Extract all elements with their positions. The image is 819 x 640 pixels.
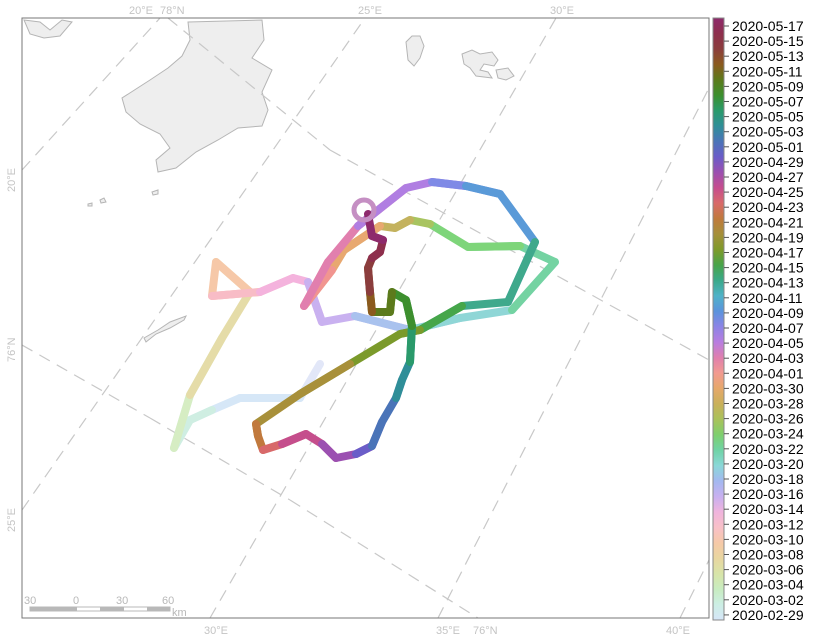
legend-date-label: 2020-05-03 [732, 124, 804, 140]
legend-date-label: 2020-03-22 [732, 441, 804, 457]
franz-josef-islet [461, 49, 499, 79]
legend-date-label: 2020-03-28 [732, 396, 804, 412]
graticule-label: 76°N [6, 337, 18, 362]
legend-date-label: 2020-03-20 [732, 456, 804, 472]
legend-date-label: 2020-03-06 [732, 562, 804, 578]
graticule-label: 20°E [129, 5, 153, 17]
legend-date-label: 2020-04-23 [732, 199, 804, 215]
scale-tick-label: 0 [73, 595, 79, 607]
small-islet-3 [151, 189, 159, 196]
graticule-label: 30°E [550, 5, 574, 17]
legend-date-label: 2020-04-17 [732, 245, 804, 261]
scale-tick-label: 60 [162, 595, 174, 607]
legend-date-label: 2020-05-11 [732, 63, 803, 79]
legend-date-label: 2020-05-05 [732, 109, 804, 125]
graticule-label: 76°N [473, 625, 498, 637]
small-islet-2 [87, 202, 93, 207]
legend-date-label: 2020-03-26 [732, 411, 804, 427]
small-islet-1 [99, 197, 107, 204]
legend-date-label: 2020-04-11 [732, 290, 803, 306]
legend-date-label: 2020-05-09 [732, 78, 804, 94]
graticule-label: 40°E [666, 625, 690, 637]
legend-date-label: 2020-05-13 [732, 48, 804, 64]
scale-tick-label: 30 [116, 595, 128, 607]
track-segment [252, 420, 267, 454]
legend-date-label: 2020-04-29 [732, 154, 804, 170]
final-position-marker [351, 197, 377, 223]
legend-date-label: 2020-03-24 [732, 426, 804, 442]
legend-date-label: 2020-03-08 [732, 547, 804, 563]
northwest-island [23, 19, 73, 39]
hopen-island [143, 315, 188, 343]
legend-date-label: 2020-04-15 [732, 260, 804, 276]
scale-unit: km [172, 607, 187, 619]
kvitoya-island [405, 35, 425, 67]
graticule-label: 78°N [160, 5, 185, 17]
legend-date-label: 2020-03-10 [732, 531, 804, 547]
legend-date-label: 2020-03-02 [732, 592, 804, 608]
legend-date-label: 2020-03-18 [732, 471, 804, 487]
legend-date-label: 2020-04-09 [732, 305, 804, 321]
legend-date-label: 2020-04-07 [732, 320, 804, 336]
east-islet [495, 67, 515, 81]
legend-date-label: 2020-04-01 [732, 365, 804, 381]
legend-date-label: 2020-04-13 [732, 275, 804, 291]
legend-date-label: 2020-04-25 [732, 184, 804, 200]
legend: 2020-05-172020-05-152020-05-132020-05-11… [712, 17, 804, 623]
map-panel-border [21, 17, 710, 619]
drift-track [170, 178, 559, 462]
legend-date-label: 2020-05-17 [732, 18, 804, 34]
legend-date-label: 2020-04-03 [732, 350, 804, 366]
graticule-label: 30°E [204, 625, 228, 637]
scale-bar: 30 0 30 60 km [24, 595, 187, 619]
legend-date-label: 2020-04-05 [732, 335, 804, 351]
graticule-label: 20°E [6, 168, 18, 192]
legend-colorbar [712, 17, 725, 621]
legend-date-label: 2020-03-14 [732, 501, 804, 517]
legend-date-label: 2020-05-15 [732, 33, 804, 49]
graticule [22, 18, 709, 618]
scale-tick-label: 30 [24, 595, 36, 607]
legend-date-label: 2020-03-16 [732, 486, 804, 502]
graticule-label: 35°E [436, 625, 460, 637]
legend-date-label: 2020-04-21 [732, 214, 804, 230]
svalbard-landmass [121, 19, 273, 173]
legend-date-label: 2020-04-19 [732, 229, 804, 245]
track-segment [364, 210, 387, 244]
legend-date-label: 2020-05-07 [732, 94, 804, 110]
legend-date-label: 2020-03-12 [732, 516, 804, 532]
track-segment [426, 220, 524, 251]
graticule-label: 25°E [358, 5, 382, 17]
legend-date-label: 2020-04-27 [732, 169, 804, 185]
legend-date-label: 2020-03-30 [732, 380, 804, 396]
graticule-label: 25°E [6, 508, 18, 532]
legend-date-label: 2020-03-04 [732, 577, 804, 593]
legend-date-label: 2020-05-01 [732, 139, 804, 155]
legend-date-label: 2020-02-29 [732, 607, 804, 623]
